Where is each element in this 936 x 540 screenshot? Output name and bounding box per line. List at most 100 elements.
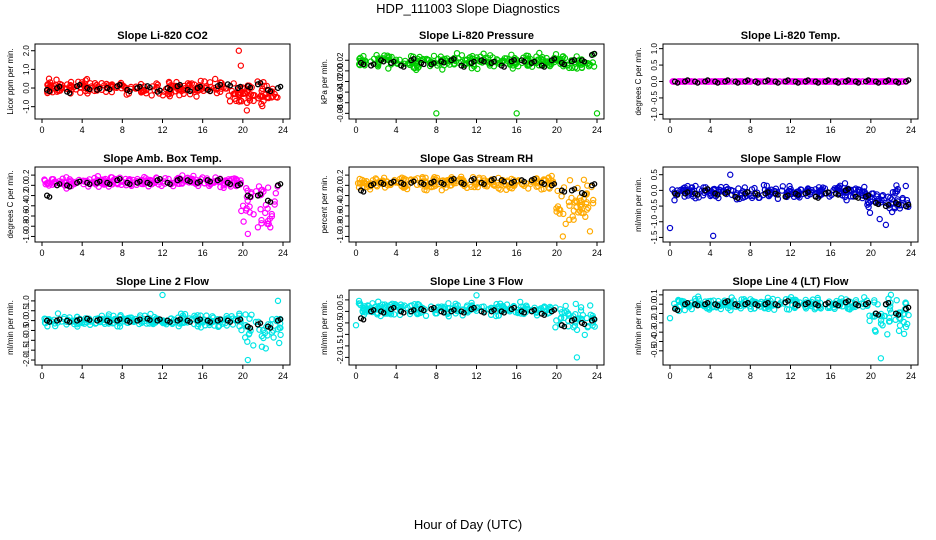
data-point bbox=[54, 310, 62, 317]
series-means bbox=[357, 50, 598, 70]
data-point bbox=[757, 303, 764, 310]
x-tick-label: 16 bbox=[512, 371, 522, 381]
y-tick-label: -1.0 bbox=[336, 327, 345, 341]
data-point bbox=[523, 52, 530, 59]
data-point bbox=[404, 304, 411, 312]
mean-point bbox=[247, 84, 254, 91]
y-tick-label: 0.0 bbox=[650, 298, 659, 310]
series-means bbox=[671, 77, 912, 86]
x-tick-label: 24 bbox=[592, 125, 602, 135]
data-point bbox=[534, 307, 542, 314]
mean-point bbox=[755, 192, 761, 198]
mean-point bbox=[96, 85, 103, 92]
x-tick-label: 8 bbox=[434, 248, 439, 258]
x-tick-label: 0 bbox=[667, 248, 672, 258]
outlier-point bbox=[45, 75, 53, 82]
outlier-point bbox=[473, 292, 480, 299]
mean-point bbox=[795, 192, 801, 198]
data-point bbox=[881, 312, 889, 320]
data-point bbox=[236, 310, 243, 317]
y-tick-label: 0.5 bbox=[336, 294, 345, 306]
data-point bbox=[468, 299, 475, 307]
mean-point bbox=[684, 189, 691, 195]
x-tick-label: 24 bbox=[592, 371, 602, 381]
mean-point bbox=[217, 316, 224, 323]
mean-point bbox=[400, 309, 407, 316]
mean-point bbox=[755, 80, 761, 86]
data-point bbox=[841, 180, 849, 187]
data-point bbox=[396, 175, 403, 183]
mean-point bbox=[370, 181, 377, 187]
series-means bbox=[671, 186, 912, 210]
data-point bbox=[458, 52, 466, 59]
data-point bbox=[852, 297, 860, 304]
outlier-point bbox=[352, 322, 360, 329]
mean-point bbox=[76, 81, 83, 88]
data-point bbox=[566, 216, 573, 223]
mean-point bbox=[430, 60, 437, 66]
mean-point bbox=[521, 178, 528, 185]
mean-point bbox=[147, 181, 153, 188]
mean-point bbox=[56, 316, 63, 323]
mean-point bbox=[247, 194, 254, 200]
mean-point bbox=[561, 61, 568, 68]
data-point bbox=[802, 305, 810, 312]
mean-point bbox=[471, 175, 477, 182]
scatter-points bbox=[44, 47, 281, 114]
mean-point bbox=[106, 181, 113, 188]
x-tick-label: 20 bbox=[238, 125, 248, 135]
outlier-point bbox=[666, 224, 674, 232]
data-point bbox=[258, 216, 265, 224]
y-tick-label: 1.0 bbox=[22, 63, 31, 75]
data-point bbox=[103, 80, 110, 88]
data-point bbox=[70, 83, 78, 91]
mean-point bbox=[46, 319, 53, 325]
mean-point bbox=[581, 58, 588, 65]
data-point bbox=[179, 312, 187, 319]
data-point bbox=[158, 182, 165, 190]
x-tick-label: 0 bbox=[667, 125, 672, 135]
data-point bbox=[545, 174, 552, 182]
data-point bbox=[255, 183, 263, 190]
mean-point bbox=[785, 77, 791, 83]
data-point bbox=[381, 184, 389, 191]
mean-point bbox=[775, 192, 781, 198]
mean-point bbox=[765, 77, 771, 83]
data-point bbox=[579, 311, 587, 319]
mean-point bbox=[845, 186, 852, 192]
data-point bbox=[785, 306, 793, 313]
data-point bbox=[787, 185, 794, 193]
mean-point bbox=[277, 316, 284, 323]
data-point bbox=[572, 300, 580, 308]
mean-point bbox=[187, 88, 193, 95]
x-tick-label: 4 bbox=[80, 125, 85, 135]
y-tick-label: -0.2 bbox=[650, 315, 659, 329]
data-point bbox=[240, 218, 247, 225]
mean-point bbox=[247, 325, 254, 331]
mean-point bbox=[390, 304, 397, 311]
data-point bbox=[581, 331, 589, 339]
y-tick-label: 0.0 bbox=[650, 75, 659, 87]
data-point bbox=[555, 205, 563, 213]
mean-point bbox=[116, 81, 123, 88]
chart-panel-4: Slope Amb. Box Temp.0 4 8 12 16 20 24-1.0-0.8-… bbox=[6, 153, 291, 258]
mean-point bbox=[56, 83, 63, 90]
data-point bbox=[256, 93, 264, 100]
mean-point bbox=[217, 175, 224, 182]
data-point bbox=[548, 179, 555, 187]
y-tick-label: -1.5 bbox=[336, 338, 345, 352]
data-point bbox=[471, 183, 478, 191]
mean-point bbox=[855, 195, 862, 201]
mean-point bbox=[805, 77, 811, 83]
mean-point bbox=[895, 312, 902, 318]
x-tick-label: 20 bbox=[552, 125, 562, 135]
mean-point bbox=[441, 181, 447, 188]
x-tick-label: 8 bbox=[748, 125, 753, 135]
mean-point bbox=[360, 61, 367, 68]
mean-point bbox=[441, 309, 447, 316]
outlier-point bbox=[274, 297, 282, 305]
mean-point bbox=[187, 178, 193, 185]
x-tick-label: 4 bbox=[394, 371, 399, 381]
y-tick-label: -1.0 bbox=[22, 99, 31, 113]
mean-point bbox=[734, 80, 741, 86]
